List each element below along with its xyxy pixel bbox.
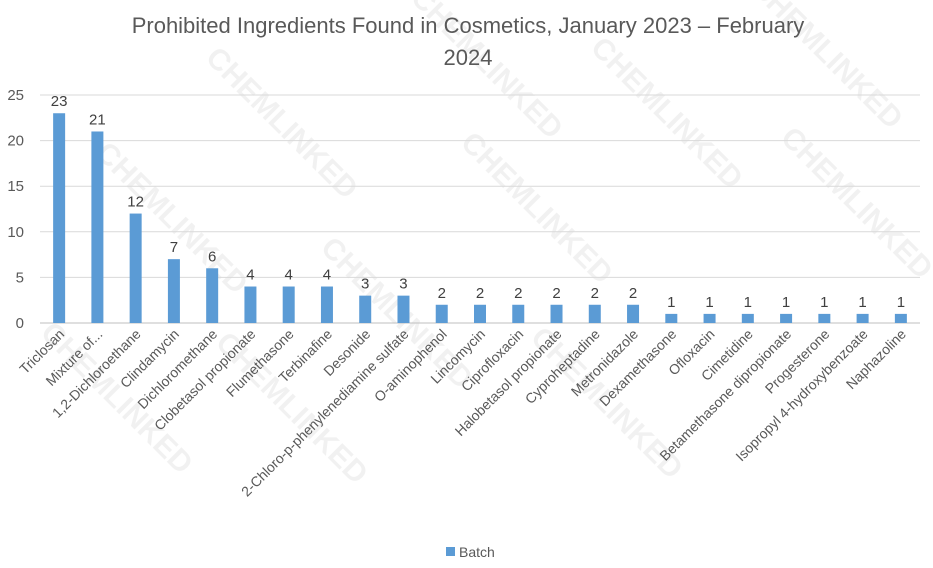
data-label: 2 — [514, 285, 522, 302]
bar — [818, 313, 831, 323]
bars — [53, 113, 907, 324]
data-label: 4 — [246, 267, 254, 284]
chart-title-line-1: Prohibited Ingredients Found in Cosmetic… — [132, 13, 805, 38]
data-label: 2 — [629, 285, 637, 302]
y-tick-label: 5 — [16, 269, 24, 286]
data-label: 1 — [820, 294, 828, 311]
data-label: 3 — [361, 276, 369, 293]
legend-label-batch: Batch — [459, 544, 495, 560]
data-label: 1 — [667, 294, 675, 311]
bar — [894, 313, 907, 323]
data-label: 1 — [858, 294, 866, 311]
bar — [512, 304, 525, 323]
bar — [359, 295, 372, 323]
bar — [397, 295, 410, 323]
data-label: 4 — [285, 267, 293, 284]
bar — [91, 131, 104, 323]
y-tick-label: 15 — [7, 178, 24, 195]
y-tick-label: 25 — [7, 87, 24, 104]
watermark-text: CHEMLINKED — [774, 121, 933, 286]
data-label: 1 — [705, 294, 713, 311]
y-axis-ticks: 0 5 10 15 20 25 — [7, 87, 24, 332]
bar — [282, 286, 295, 323]
data-label: 7 — [170, 239, 178, 256]
legend: Batch — [446, 544, 495, 560]
bar — [588, 304, 601, 323]
data-label: 2 — [438, 285, 446, 302]
bar — [129, 213, 142, 323]
data-label: 23 — [51, 93, 68, 110]
bar — [206, 268, 219, 323]
bar — [244, 286, 257, 323]
watermark-text: CHEMLINKED — [199, 41, 364, 206]
bar — [703, 313, 716, 323]
chart-title-line-2: 2024 — [444, 45, 493, 70]
data-label: 6 — [208, 248, 216, 265]
y-tick-label: 0 — [16, 315, 24, 332]
data-label: 12 — [127, 194, 144, 211]
bar — [53, 113, 66, 324]
data-label: 4 — [323, 267, 331, 284]
watermark-text: CHEMLINKED — [454, 126, 619, 291]
watermark-text: CHEMLINKED — [584, 31, 749, 196]
legend-swatch — [446, 547, 455, 556]
bar — [856, 313, 869, 323]
data-label: 2 — [476, 285, 484, 302]
bar — [780, 313, 793, 323]
y-tick-label: 10 — [7, 224, 24, 241]
bar — [474, 304, 486, 323]
bar — [435, 304, 448, 323]
bar — [550, 304, 563, 323]
data-label: 3 — [399, 276, 407, 293]
bar — [665, 313, 678, 323]
data-label: 1 — [897, 294, 905, 311]
bar — [167, 259, 180, 323]
y-tick-label: 20 — [7, 133, 24, 150]
data-label: 1 — [782, 294, 790, 311]
data-label: 2 — [552, 285, 560, 302]
data-label: 21 — [89, 111, 106, 128]
bar — [627, 304, 640, 323]
data-label: 2 — [591, 285, 599, 302]
bar — [741, 313, 754, 323]
bar — [320, 286, 333, 323]
data-label: 1 — [744, 294, 752, 311]
